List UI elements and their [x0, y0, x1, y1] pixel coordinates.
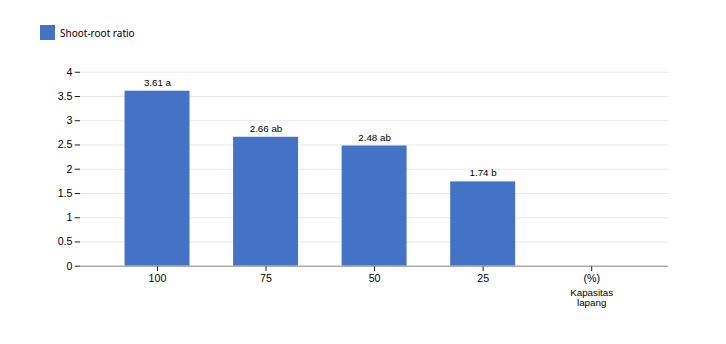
svg-text:2: 2: [67, 163, 73, 175]
svg-text:4: 4: [67, 66, 73, 78]
svg-text:3: 3: [67, 114, 73, 126]
svg-text:25: 25: [477, 272, 489, 284]
svg-text:1.74 b: 1.74 b: [470, 167, 498, 178]
html-text:Shoot-root ratio: Shoot-root ratio: [60, 25, 135, 40]
svg-text:2.48 ab: 2.48 ab: [358, 132, 391, 143]
svg-text:1.5: 1.5: [58, 187, 73, 199]
svg-text:0.5: 0.5: [58, 235, 73, 247]
svg-text:0: 0: [67, 260, 73, 272]
svg-text:3.5: 3.5: [58, 90, 73, 102]
svg-text:50: 50: [369, 272, 381, 284]
svg-text:1: 1: [67, 211, 73, 223]
svg-text:100: 100: [149, 272, 167, 284]
svg-text:2.66 ab: 2.66 ab: [250, 123, 283, 134]
svg-text:3.61 a: 3.61 a: [144, 77, 172, 88]
svg-text:Kapasitaslapang: Kapasitaslapang: [570, 287, 613, 308]
svg-text:75: 75: [260, 272, 272, 284]
svg-text:2.5: 2.5: [58, 138, 73, 150]
svg-text:(%): (%): [583, 272, 600, 284]
